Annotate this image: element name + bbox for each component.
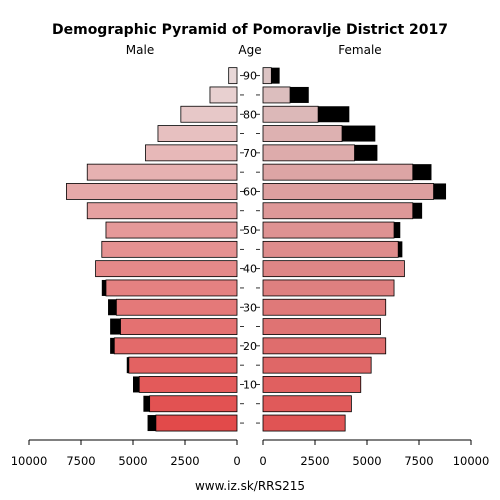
male-bar	[105, 279, 238, 297]
male-bar	[101, 240, 238, 258]
axes-group: 10000 7500 5000 2500 0 0 2500 5000 7500 10000 10 20…	[11, 70, 490, 468]
age-tick-label: 50	[243, 224, 257, 237]
male-bar	[228, 67, 238, 85]
male-bar	[95, 260, 238, 278]
chart-title: Demographic Pyramid of Pomoravlje Distri…	[52, 22, 448, 38]
female-bar	[262, 395, 352, 413]
female-bar	[262, 356, 372, 374]
male-label: Male	[126, 43, 154, 57]
female-bar	[262, 67, 272, 85]
female-excess-bar	[433, 183, 447, 200]
female-x-tick-label: 0	[259, 454, 266, 468]
female-bar	[262, 163, 414, 181]
female-bar	[262, 376, 362, 393]
female-excess-bar	[271, 67, 280, 84]
age-tick-label: 20	[243, 340, 257, 353]
male-excess-bar	[147, 415, 156, 432]
male-excess-bar	[110, 318, 121, 335]
male-bar	[180, 105, 238, 123]
male-bar	[157, 125, 238, 142]
female-bar	[262, 318, 381, 335]
female-bar	[262, 260, 405, 278]
male-excess-bar	[133, 376, 140, 393]
male-bar	[155, 414, 238, 432]
female-x-tick-label: 5000	[352, 454, 381, 468]
male-bar	[145, 144, 238, 162]
age-label: Age	[238, 43, 261, 57]
age-tick-label: 60	[243, 185, 257, 198]
male-excess-bar	[108, 299, 117, 316]
female-excess-bar	[412, 164, 432, 181]
male-bar	[138, 376, 238, 393]
male-bar	[66, 183, 238, 200]
female-excess-bar	[398, 241, 403, 258]
female-excess-bar	[290, 86, 309, 103]
male-x-tick-label: 5000	[118, 454, 147, 468]
female-x-tick-label: 2500	[300, 454, 329, 468]
age-tick-label: 90	[243, 70, 257, 83]
female-bar	[262, 414, 346, 432]
age-tick-label: 30	[243, 301, 257, 314]
male-excess-bar	[126, 357, 129, 374]
male-bar	[128, 356, 238, 374]
male-x-tick-label: 0	[233, 454, 240, 468]
male-bar	[86, 202, 238, 220]
female-x-tick-label: 10000	[453, 454, 490, 468]
male-bar	[105, 221, 238, 239]
female-bar	[262, 298, 387, 316]
male-bar	[120, 318, 238, 335]
female-x-tick-label: 7500	[404, 454, 433, 468]
age-tick-label: 10	[243, 378, 257, 391]
male-bar	[209, 86, 238, 104]
female-excess-bar	[412, 202, 423, 219]
female-bar	[262, 221, 395, 239]
female-excess-bar	[354, 144, 378, 161]
female-bar	[262, 337, 387, 355]
female-bar	[262, 240, 399, 258]
age-tick-label: 80	[243, 108, 257, 121]
male-x-tick-label: 2500	[170, 454, 199, 468]
female-bar	[262, 125, 343, 142]
male-x-tick-label: 7500	[66, 454, 95, 468]
female-label: Female	[338, 43, 381, 57]
female-bar	[262, 183, 434, 200]
age-tick-label: 70	[243, 147, 257, 160]
female-bar	[262, 86, 291, 104]
female-excess-bar	[342, 125, 376, 142]
male-excess-bar	[110, 337, 115, 354]
female-bar	[262, 279, 395, 297]
male-bar	[113, 337, 238, 355]
male-bar	[86, 163, 238, 181]
male-bar	[115, 298, 238, 316]
footer-url: www.iz.sk/RRS215	[195, 479, 305, 493]
bars-group	[66, 67, 447, 432]
female-excess-bar	[394, 222, 401, 239]
male-excess-bar	[101, 279, 106, 296]
male-bar	[149, 395, 238, 413]
male-excess-bar	[143, 395, 150, 412]
female-bar	[262, 105, 319, 123]
male-x-tick-label: 10000	[11, 454, 48, 468]
female-excess-bar	[318, 106, 350, 123]
female-bar	[262, 202, 414, 220]
age-tick-label: 40	[243, 263, 257, 276]
female-bar	[262, 144, 355, 162]
